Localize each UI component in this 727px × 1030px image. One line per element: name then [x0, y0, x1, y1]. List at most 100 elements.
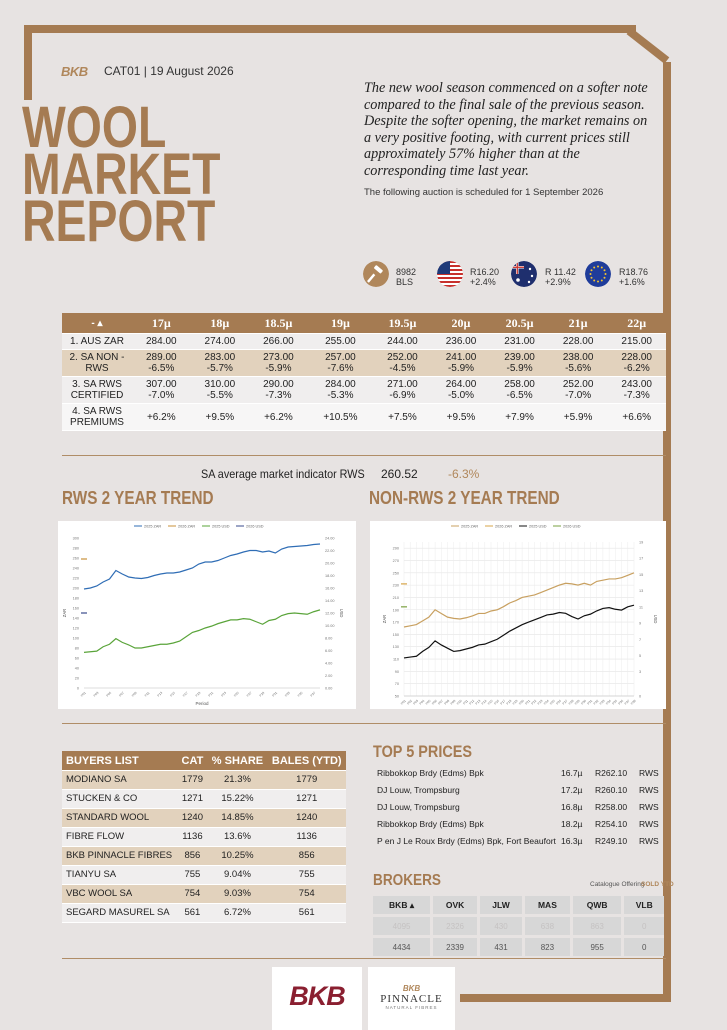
schedule-note: The following auction is scheduled for 1…: [364, 187, 604, 198]
bkb-logo-small: BKB: [61, 64, 88, 79]
x-tick-label: P15: [169, 691, 176, 698]
price-cell: 271.00 -6.9%: [373, 376, 432, 404]
price-value: 273.00: [263, 352, 294, 363]
buyer-name: SEGARD MASUREL SA: [62, 903, 178, 923]
top5-micron: 16.8µ: [561, 801, 583, 812]
y-tick-label: 150: [393, 633, 399, 637]
y-tick-label: 220: [73, 577, 79, 581]
top5-seller: Ribbokkop Brdy (Edms) Bpk: [377, 818, 484, 829]
top5-price: R258.00: [595, 801, 628, 812]
x-axis-title: Period: [195, 701, 209, 706]
x-tick-label: P08: [443, 699, 450, 706]
broker-header[interactable]: MAS: [522, 896, 572, 916]
y-axis-title: ZAR: [62, 609, 67, 617]
bkb-footer-logo: BKB: [272, 967, 362, 1030]
broker-header[interactable]: BKB ▴: [369, 896, 432, 916]
price-change: -7.6%: [327, 363, 354, 374]
broker-header[interactable]: QWB: [569, 896, 623, 916]
x-tick-label: P31: [586, 699, 593, 706]
broker-header[interactable]: VLB: [621, 896, 664, 916]
price-change: -6.5%: [506, 390, 533, 401]
price-cell: +6.2%: [249, 403, 308, 431]
price-change: -7.3%: [623, 390, 650, 401]
x-tick-label: P11: [462, 699, 469, 706]
price-cell: +7.5%: [373, 403, 432, 431]
y-tick-label: 180: [73, 597, 79, 601]
y-tick-label: 40: [75, 667, 79, 671]
broker-offering: 863: [569, 914, 623, 937]
broker-header[interactable]: JLW: [477, 896, 524, 916]
col-20[interactable]: 20µ: [431, 313, 491, 334]
col-18[interactable]: 18µ: [190, 313, 250, 334]
buyer-row: STANDARD WOOL 1240 14.85% 1240: [62, 808, 346, 828]
price-row: 3. SA RWS CERTIFIED 307.00 -7.0% 310.00 -5.5…: [62, 376, 666, 404]
broker-sold: 0: [621, 935, 664, 956]
price-value: 231.00: [504, 336, 535, 347]
x-tick-label: P25: [233, 691, 240, 698]
price-value: 284.00: [145, 336, 177, 347]
price-cell: 274.00: [190, 333, 250, 350]
non-rws-trend-chart: 50 70 90 110 130 150 170 190 210 230 250 270 290 0 3 5 7…: [370, 521, 666, 709]
legend-label: 2026 USD: [563, 524, 581, 528]
market-indicator-change: -6.3%: [448, 467, 480, 481]
col-22[interactable]: 22µ: [607, 313, 666, 334]
price-cell: 310.00 -5.5%: [190, 376, 250, 404]
buyer-name: TIANYU SA: [62, 865, 178, 885]
col-19[interactable]: 19µ: [307, 313, 374, 334]
col-20-5[interactable]: 20.5µ: [490, 313, 549, 334]
brokers-offering-row: 4095 2326 430 638 863 0: [369, 914, 664, 937]
price-cell: 239.00 -5.9%: [490, 349, 549, 377]
price-value: 266.00: [263, 336, 294, 347]
buyer-name: BKB PINNACLE FIBRES: [62, 846, 178, 866]
y-right-tick-label: 4.00: [325, 662, 332, 666]
y-tick-label: 130: [393, 645, 399, 649]
x-tick-label: P19: [195, 691, 202, 698]
y-right-tick-label: 16.00: [325, 587, 335, 591]
top5-price: R249.10: [595, 835, 628, 846]
x-tick-label: P13: [474, 699, 481, 706]
top5-type: RWS: [639, 784, 659, 795]
price-cell: 307.00 -7.0%: [132, 376, 191, 404]
buyer-share: 9.04%: [207, 865, 268, 885]
frame-left: [24, 25, 32, 100]
buyers-header-bales[interactable]: BALES (YTD): [267, 751, 346, 771]
buyers-header-share[interactable]: % SHARE: [207, 751, 268, 771]
bales-indicator: [363, 261, 389, 292]
buyer-share: 9.03%: [207, 884, 268, 904]
col-21[interactable]: 21µ: [548, 313, 608, 334]
pinnacle-tagline: NATURAL FIBRES: [385, 1005, 438, 1010]
price-cell: 273.00 -5.9%: [249, 349, 308, 377]
price-value: 258.00: [504, 379, 535, 390]
col-18-5[interactable]: 18.5µ: [249, 313, 308, 334]
buyer-name: STANDARD WOOL: [62, 808, 178, 828]
price-cell: 236.00: [431, 333, 491, 350]
broker-sold: 823: [522, 935, 572, 956]
price-cell: +9.5%: [431, 403, 491, 431]
buyer-bales: 755: [267, 865, 346, 885]
buyer-bales: 561: [267, 903, 346, 923]
top5-row: Ribbokkop Brdy (Edms) Bpk 16.7µ R262.10 RWS: [377, 764, 663, 781]
buyer-bales: 1136: [267, 827, 346, 847]
price-change: -5.6%: [565, 363, 592, 374]
top5-seller: P en J Le Roux Brdy (Edms) Bpk, Fort Bea…: [377, 835, 556, 846]
buyers-header-cat[interactable]: CAT: [177, 751, 208, 771]
price-value: 236.00: [445, 336, 477, 347]
x-tick-label: P21: [524, 699, 531, 706]
col-19-5[interactable]: 19.5µ: [373, 313, 432, 334]
y-right-tick-label: 20.00: [325, 562, 335, 566]
y-tick-label: 210: [393, 596, 399, 600]
legend-label: 2025 ZAR: [144, 524, 161, 528]
x-tick-label: P36: [617, 699, 624, 706]
col-17[interactable]: 17µ: [132, 313, 191, 334]
price-value: +7.5%: [388, 411, 417, 423]
broker-header[interactable]: OVK: [430, 896, 479, 916]
eur-change: +1.6%: [619, 277, 645, 287]
price-value: 274.00: [204, 336, 236, 347]
buyer-share: 14.85%: [207, 808, 268, 828]
y-right-tick-label: 13: [639, 589, 643, 593]
y-axis-title: ZAR: [382, 615, 387, 623]
x-tick-label: P25: [549, 699, 556, 706]
price-row-label: 2. SA NON - RWS: [62, 349, 132, 377]
buyers-header-name[interactable]: BUYERS LIST: [62, 751, 178, 771]
sort-column-header[interactable]: - ▴: [62, 313, 132, 334]
